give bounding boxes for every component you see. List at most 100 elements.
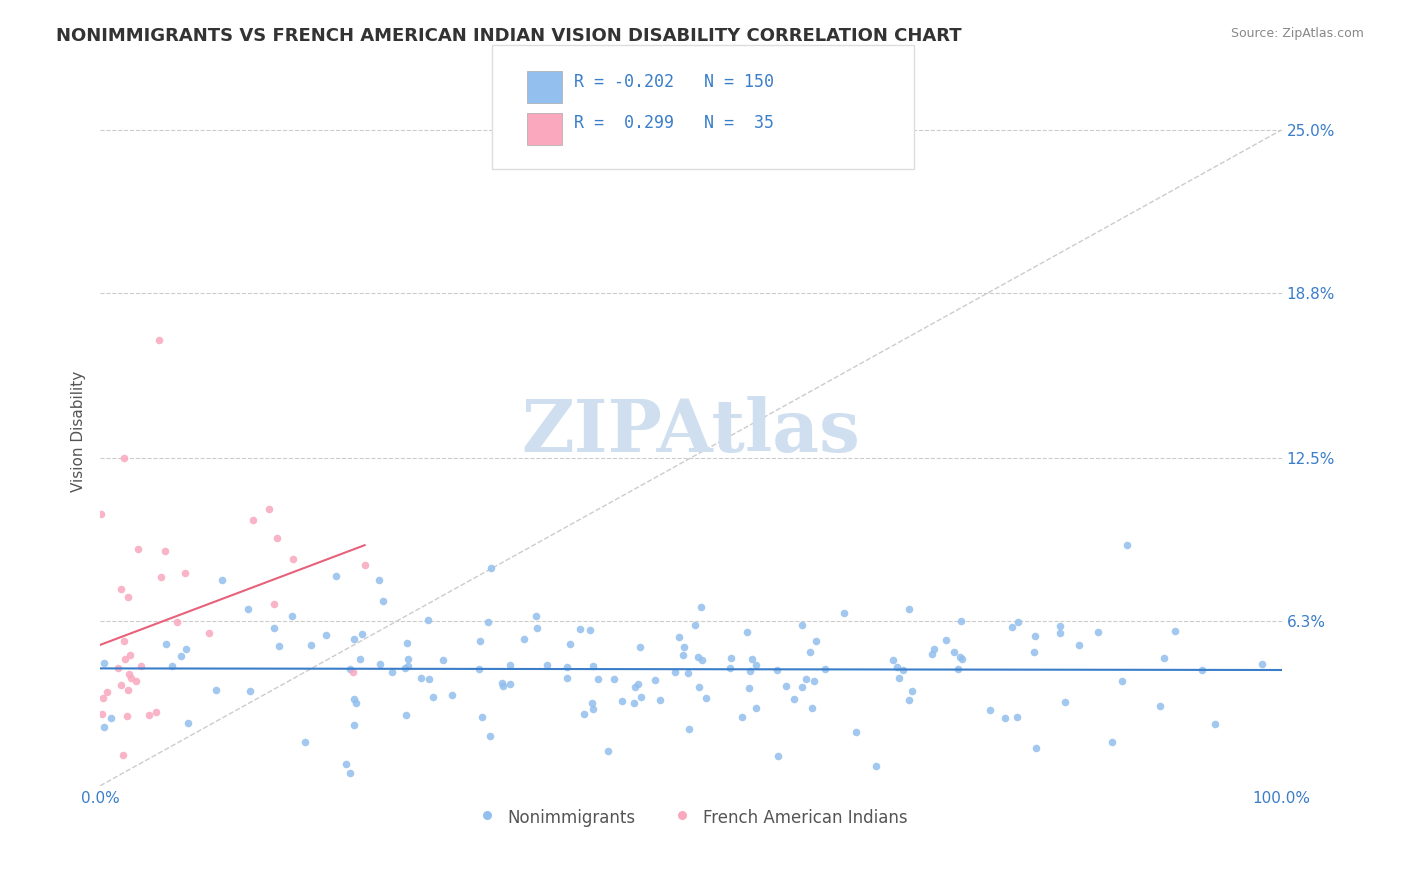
Point <box>343 632 366 646</box>
Text: R =  0.299   N =  35: R = 0.299 N = 35 <box>574 114 773 132</box>
Point <box>353 558 375 572</box>
Point <box>1001 620 1024 634</box>
Point <box>112 634 135 648</box>
Point <box>794 672 817 686</box>
Point <box>790 680 813 694</box>
Point <box>799 645 821 659</box>
Point <box>948 662 970 676</box>
Point <box>1149 699 1171 714</box>
Point <box>555 671 578 685</box>
Point <box>381 665 404 679</box>
Point <box>1111 673 1133 688</box>
Point <box>110 678 132 692</box>
Point <box>339 662 361 676</box>
Point <box>112 450 135 465</box>
Point <box>664 665 686 679</box>
Point <box>731 710 754 724</box>
Point <box>865 759 887 773</box>
Point <box>294 735 316 749</box>
Point <box>342 665 364 680</box>
Point <box>396 659 419 673</box>
Point <box>720 650 742 665</box>
Point <box>644 673 666 688</box>
Point <box>266 531 288 545</box>
Point <box>110 582 132 596</box>
Point <box>470 710 492 724</box>
Point <box>740 664 762 678</box>
Point <box>269 639 291 653</box>
Point <box>160 658 183 673</box>
Point <box>197 626 219 640</box>
Point <box>239 684 262 698</box>
Point <box>111 747 134 762</box>
Point <box>994 711 1017 725</box>
Point <box>90 707 112 722</box>
Point <box>612 694 634 708</box>
Text: NONIMMIGRANTS VS FRENCH AMERICAN INDIAN VISION DISABILITY CORRELATION CHART: NONIMMIGRANTS VS FRENCH AMERICAN INDIAN … <box>56 27 962 45</box>
Point <box>526 620 548 634</box>
Point <box>513 632 536 646</box>
Point <box>343 718 366 732</box>
Point <box>672 648 695 663</box>
Point <box>581 696 603 710</box>
Point <box>263 597 285 611</box>
Point <box>150 570 173 584</box>
Point <box>555 659 578 673</box>
Point <box>814 662 837 676</box>
Point <box>745 657 768 672</box>
Point <box>1024 645 1046 659</box>
Point <box>100 711 122 725</box>
Point <box>1087 624 1109 639</box>
Point <box>477 615 499 630</box>
Point <box>1069 638 1091 652</box>
Point <box>148 333 170 347</box>
Point <box>301 638 323 652</box>
Point <box>676 665 699 680</box>
Point <box>803 673 825 688</box>
Point <box>281 608 304 623</box>
Text: ZIPAtlas: ZIPAtlas <box>522 396 860 467</box>
Point <box>1164 624 1187 639</box>
Point <box>921 647 943 661</box>
Point <box>478 729 501 743</box>
Point <box>117 667 139 681</box>
Point <box>395 708 418 723</box>
Point <box>283 551 305 566</box>
Point <box>1025 741 1047 756</box>
Point <box>688 649 710 664</box>
Point <box>586 672 609 686</box>
Point <box>685 618 707 632</box>
Point <box>344 696 367 710</box>
Point <box>668 630 690 644</box>
Point <box>211 573 233 587</box>
Point <box>897 693 920 707</box>
Point <box>93 656 115 670</box>
Point <box>766 663 789 677</box>
Point <box>900 684 922 698</box>
Point <box>124 673 146 688</box>
Point <box>492 679 515 693</box>
Point <box>432 652 454 666</box>
Point <box>155 637 177 651</box>
Point <box>499 658 522 673</box>
Point <box>498 677 520 691</box>
Point <box>257 502 280 516</box>
Point <box>650 692 672 706</box>
Point <box>688 680 710 694</box>
Point <box>120 672 142 686</box>
Point <box>129 658 152 673</box>
Point <box>117 682 139 697</box>
Point <box>628 640 651 655</box>
Point <box>891 663 914 677</box>
Point <box>800 701 823 715</box>
Point <box>114 652 136 666</box>
Point <box>166 615 188 630</box>
Point <box>695 690 717 705</box>
Text: Source: ZipAtlas.com: Source: ZipAtlas.com <box>1230 27 1364 40</box>
Point <box>418 672 440 686</box>
Point <box>335 757 357 772</box>
Point <box>558 637 581 651</box>
Point <box>1191 663 1213 677</box>
Legend: Nonimmigrants, French American Indians: Nonimmigrants, French American Indians <box>468 800 914 834</box>
Point <box>394 661 416 675</box>
